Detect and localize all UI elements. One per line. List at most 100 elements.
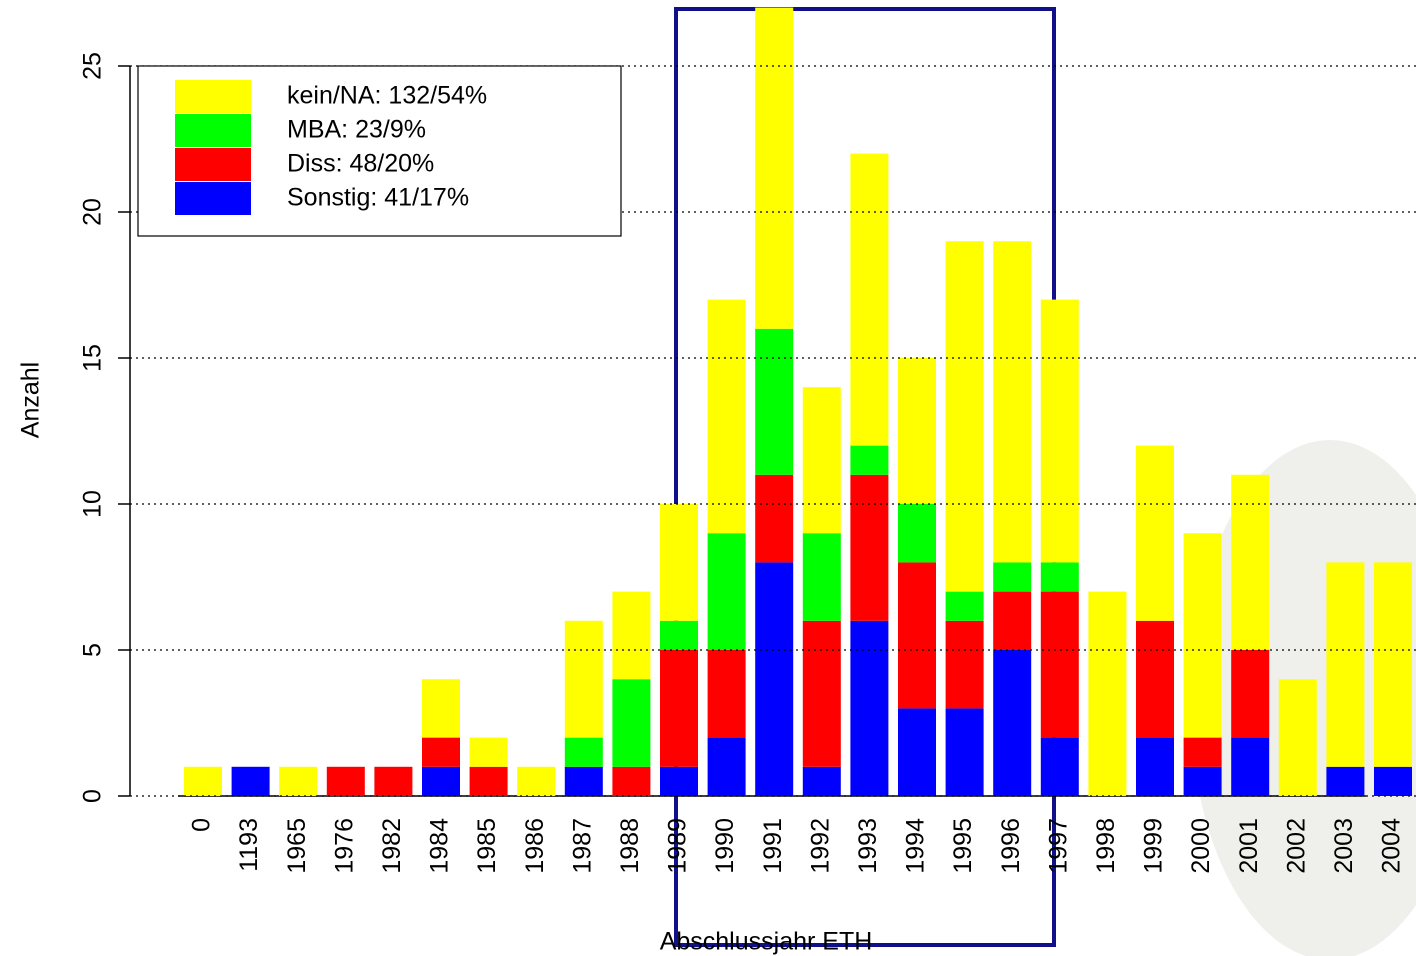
bar-segment xyxy=(802,620,841,767)
x-tick-label: 2000 xyxy=(1187,818,1215,874)
bar-segment xyxy=(612,591,651,680)
x-tick-label: 1982 xyxy=(378,818,406,874)
bar-segment xyxy=(374,766,413,796)
x-tick-label: 1995 xyxy=(949,818,977,874)
bar-segment xyxy=(1326,766,1365,796)
bar-segment xyxy=(1278,679,1317,796)
bar-segment xyxy=(945,708,984,796)
x-tick-label: 1985 xyxy=(473,818,501,874)
bar-segment xyxy=(1183,766,1222,796)
y-tick-label: 10 xyxy=(79,490,107,518)
bar-segment xyxy=(469,737,508,767)
bar-segment xyxy=(993,562,1032,592)
bar-segment xyxy=(945,241,984,592)
legend-swatch xyxy=(175,80,251,113)
bar-segment xyxy=(1231,474,1270,650)
bar-segment xyxy=(755,328,794,475)
bar-segment xyxy=(1231,737,1270,796)
y-tick-label: 5 xyxy=(79,643,107,657)
x-tick-label: 1991 xyxy=(759,818,787,874)
x-tick-label: 2002 xyxy=(1282,818,1310,874)
y-tick-label: 20 xyxy=(79,198,107,226)
bar-segment xyxy=(612,766,651,796)
x-tick-label: 1986 xyxy=(521,818,549,874)
bar-segment xyxy=(945,591,984,621)
bar-segment xyxy=(612,679,651,767)
bar-segment xyxy=(993,591,1032,650)
legend-swatch xyxy=(175,114,251,147)
bar-segment xyxy=(1136,737,1174,796)
bar-segment xyxy=(1088,591,1127,796)
x-tick-label: 1193 xyxy=(235,818,263,872)
x-tick-label: 1998 xyxy=(1092,818,1120,874)
bar-segment xyxy=(564,737,603,767)
x-axis-label: Abschlussjahr ETH xyxy=(660,928,873,956)
bar-segment xyxy=(422,679,460,738)
legend-label: kein/NA: 132/54% xyxy=(287,82,487,110)
x-tick-label: 1999 xyxy=(1140,818,1168,874)
x-tick-label: 1996 xyxy=(997,818,1025,874)
bar-segment xyxy=(755,562,794,796)
bar-segment xyxy=(755,474,794,563)
bar-segment xyxy=(1136,620,1174,738)
bar-segment xyxy=(326,766,365,796)
y-tick-label: 0 xyxy=(79,789,107,803)
bar-segment xyxy=(564,766,603,796)
bar-segment xyxy=(517,766,556,796)
bar-segment xyxy=(802,387,841,534)
x-tick-label: 1987 xyxy=(568,818,596,874)
bar-segment xyxy=(1183,533,1222,738)
bar-segment xyxy=(802,533,841,621)
bar-segment xyxy=(707,650,746,738)
x-tick-label: 1965 xyxy=(283,818,311,874)
bar-segment xyxy=(945,620,984,709)
legend-label: Diss: 48/20% xyxy=(287,150,434,178)
bar-segment xyxy=(184,766,222,796)
y-tick-label: 15 xyxy=(79,344,107,372)
bar-segment xyxy=(660,766,698,796)
bar-segment xyxy=(1183,737,1222,767)
bar-segment xyxy=(850,474,889,621)
bar-segment xyxy=(1374,766,1412,796)
y-tick-label: 25 xyxy=(79,52,107,80)
bar-segment xyxy=(660,620,698,650)
x-tick-label: 1990 xyxy=(711,818,739,874)
x-tick-label: 1976 xyxy=(330,818,358,874)
bar-segment xyxy=(1374,562,1412,767)
bar-segment xyxy=(850,620,889,796)
legend-label: Sonstig: 41/17% xyxy=(287,184,469,212)
bar-segment xyxy=(1040,737,1079,796)
bar-segment xyxy=(802,766,841,796)
bar-segment xyxy=(898,562,936,709)
x-tick-label: 1989 xyxy=(664,818,692,874)
bar-segment xyxy=(422,737,460,767)
x-tick-label: 1993 xyxy=(854,818,882,874)
x-tick-label: 1984 xyxy=(426,818,454,874)
x-tick-label: 1997 xyxy=(1044,818,1072,874)
bar-segment xyxy=(1326,562,1365,767)
bar-segment xyxy=(1040,591,1079,738)
bar-segment xyxy=(1231,650,1270,738)
x-tick-label: 2001 xyxy=(1235,818,1263,874)
bar-segment xyxy=(898,708,936,796)
bar-segment xyxy=(707,533,746,650)
legend-swatch xyxy=(175,182,251,215)
bar-segment xyxy=(850,153,889,446)
legend-label: MBA: 23/9% xyxy=(287,116,426,144)
bar-segment xyxy=(993,241,1032,563)
bar-segment xyxy=(422,766,460,796)
bar-segment xyxy=(660,650,698,767)
bar-segment xyxy=(850,445,889,475)
bar-segment xyxy=(993,650,1032,796)
bar-segment xyxy=(231,766,270,796)
x-tick-label: 2004 xyxy=(1378,818,1406,874)
y-axis-label: Anzahl xyxy=(17,362,45,438)
bar-segment xyxy=(279,766,318,796)
x-tick-label: 1988 xyxy=(616,818,644,874)
bar-segment xyxy=(898,358,936,504)
bar-segment xyxy=(707,299,746,534)
bar-segment xyxy=(898,504,936,563)
bar-segment xyxy=(1040,299,1079,563)
legend-swatch xyxy=(175,148,251,181)
